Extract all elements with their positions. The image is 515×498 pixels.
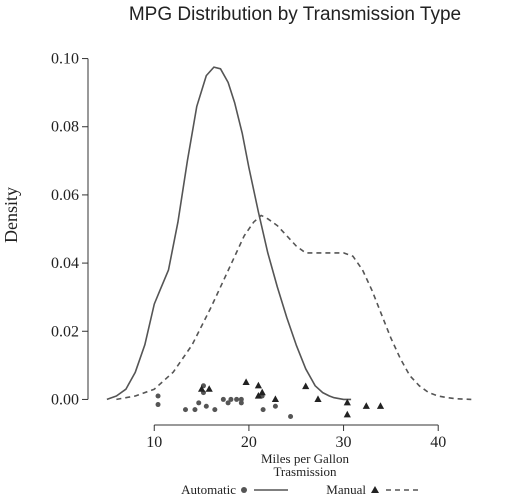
point-automatic	[288, 413, 294, 419]
y-tick-label: 0.02	[51, 323, 79, 340]
x-tick-label: 40	[430, 434, 446, 451]
point-automatic	[196, 400, 202, 406]
x-tick-label: 20	[241, 434, 257, 451]
point-manual	[302, 382, 310, 390]
point-manual	[254, 392, 262, 399]
point-automatic	[155, 393, 161, 399]
axes: 0.00 0.02 0.04 0.06 0.08 0.10 10 20 30 40	[51, 51, 446, 451]
point-automatic	[182, 407, 188, 413]
y-axis-label: Density	[1, 187, 21, 243]
legend-label-automatic: Automatic	[181, 482, 236, 497]
point-manual	[343, 410, 351, 418]
y-tick-label: 0.00	[51, 391, 79, 408]
density-lines	[106, 66, 472, 401]
chart-title: MPG Distribution by Transmission Type	[129, 4, 461, 25]
y-tick-label: 0.04	[51, 255, 79, 272]
point-manual	[198, 385, 206, 392]
legend-title: Trasmission	[273, 464, 337, 479]
point-manual	[271, 395, 279, 402]
point-automatic	[234, 396, 240, 402]
point-manual	[258, 388, 266, 396]
x-tick-label: 30	[336, 434, 352, 451]
point-manual	[376, 402, 385, 409]
legend: Trasmission Automatic Manual	[181, 464, 420, 497]
y-tick-label: 0.08	[51, 119, 79, 136]
point-manual	[242, 378, 250, 385]
y-tick-label: 0.06	[51, 187, 79, 204]
y-tick-label: 0.10	[51, 51, 79, 68]
point-manual	[205, 385, 213, 392]
point-automatic	[192, 407, 198, 413]
point-automatic	[220, 396, 226, 402]
point-automatic	[212, 407, 218, 413]
density-line-automatic	[106, 66, 352, 401]
point-manual	[343, 398, 351, 406]
point-automatic	[225, 400, 231, 406]
point-automatic	[272, 403, 278, 409]
x-tick-label: 10	[146, 434, 162, 451]
point-automatic	[203, 403, 209, 409]
legend-marker-manual	[371, 486, 379, 493]
point-automatic	[238, 396, 244, 402]
point-automatic	[228, 396, 234, 402]
legend-marker-automatic	[241, 487, 247, 493]
legend-label-manual: Manual	[326, 482, 366, 497]
x-axis-label: Miles per Gallon	[261, 451, 350, 466]
point-manual	[314, 395, 322, 402]
point-automatic	[260, 407, 266, 413]
point-manual	[254, 381, 262, 389]
density-line-manual	[116, 214, 472, 401]
point-manual	[362, 402, 370, 409]
rug-points	[155, 378, 385, 419]
point-automatic	[155, 402, 161, 408]
